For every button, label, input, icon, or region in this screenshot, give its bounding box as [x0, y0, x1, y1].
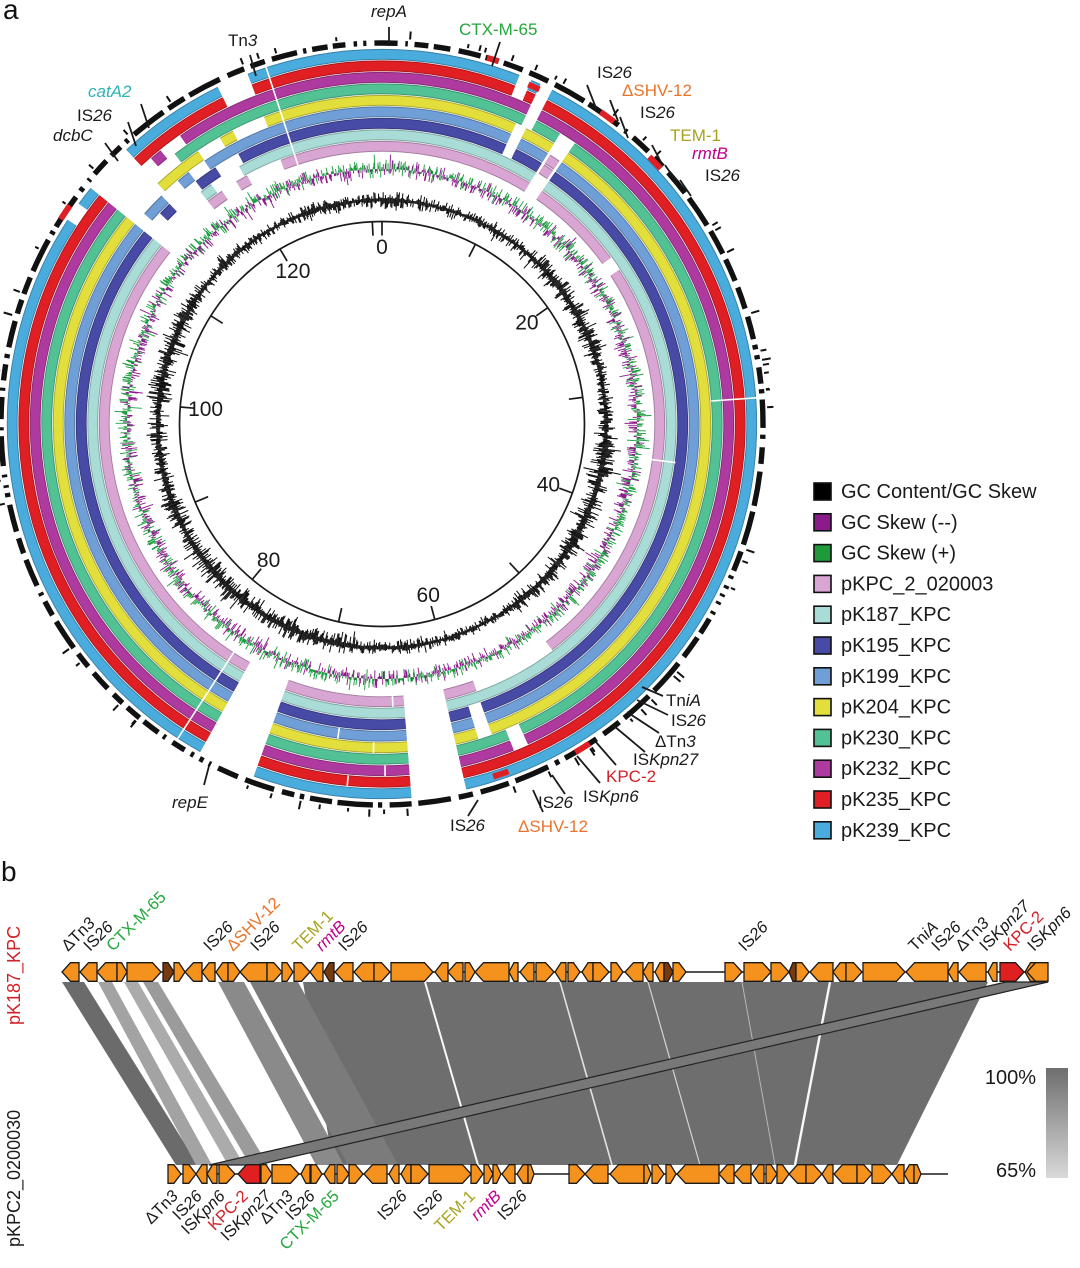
svg-text:IS26: IS26: [77, 106, 113, 125]
svg-text:80: 80: [257, 549, 280, 572]
svg-text:65%: 65%: [996, 1160, 1036, 1182]
svg-text:20: 20: [515, 311, 538, 334]
svg-text:40: 40: [537, 473, 560, 496]
svg-text:a: a: [3, 0, 19, 25]
svg-text:IS26: IS26: [640, 103, 676, 122]
svg-text:IS26: IS26: [671, 711, 707, 730]
svg-text:pKPC_2_020003: pKPC_2_020003: [841, 573, 993, 595]
svg-text:TniA: TniA: [666, 691, 701, 710]
svg-text:rmtB: rmtB: [692, 144, 728, 163]
svg-text:IS26: IS26: [705, 166, 741, 185]
svg-text:pK204_KPC: pK204_KPC: [841, 697, 951, 719]
svg-text:ΔTn3: ΔTn3: [655, 732, 696, 751]
svg-text:pK232_KPC: pK232_KPC: [841, 758, 951, 780]
svg-text:pK235_KPC: pK235_KPC: [841, 789, 951, 811]
svg-text:CTX-M-65: CTX-M-65: [459, 20, 537, 39]
svg-text:60: 60: [417, 584, 440, 607]
svg-text:GC Content/GC Skew: GC Content/GC Skew: [841, 481, 1037, 503]
svg-text:b: b: [1, 856, 17, 887]
svg-text:repA: repA: [371, 2, 407, 21]
svg-text:120: 120: [275, 260, 310, 283]
svg-text:pK187_KPC: pK187_KPC: [4, 926, 25, 1025]
svg-text:pK187_KPC: pK187_KPC: [841, 604, 951, 626]
svg-text:100: 100: [188, 398, 223, 421]
svg-text:pK239_KPC: pK239_KPC: [841, 820, 951, 842]
svg-text:repE: repE: [172, 793, 209, 812]
svg-text:ISKpn27: ISKpn27: [633, 750, 699, 769]
svg-text:IS26: IS26: [597, 63, 633, 82]
svg-text:pK195_KPC: pK195_KPC: [841, 635, 951, 657]
svg-text:pKPC2_0200030: pKPC2_0200030: [4, 1110, 25, 1247]
svg-text:IS26: IS26: [450, 816, 486, 835]
svg-text:ΔSHV-12: ΔSHV-12: [622, 81, 692, 100]
svg-text:dcbC: dcbC: [53, 126, 93, 145]
svg-text:GC Skew (--): GC Skew (--): [841, 512, 958, 534]
svg-text:pK230_KPC: pK230_KPC: [841, 727, 951, 749]
svg-text:Tn3: Tn3: [228, 31, 258, 50]
svg-text:0: 0: [376, 236, 388, 259]
svg-text:ISKpn6: ISKpn6: [583, 787, 639, 806]
svg-text:ΔSHV-12: ΔSHV-12: [518, 817, 588, 836]
svg-text:KPC-2: KPC-2: [606, 767, 656, 786]
svg-text:pK199_KPC: pK199_KPC: [841, 666, 951, 688]
svg-text:100%: 100%: [985, 1067, 1036, 1089]
svg-text:GC Skew (+): GC Skew (+): [841, 543, 956, 565]
svg-text:catA2: catA2: [88, 82, 132, 101]
svg-text:IS26: IS26: [538, 793, 574, 812]
svg-text:TEM-1: TEM-1: [670, 126, 721, 145]
